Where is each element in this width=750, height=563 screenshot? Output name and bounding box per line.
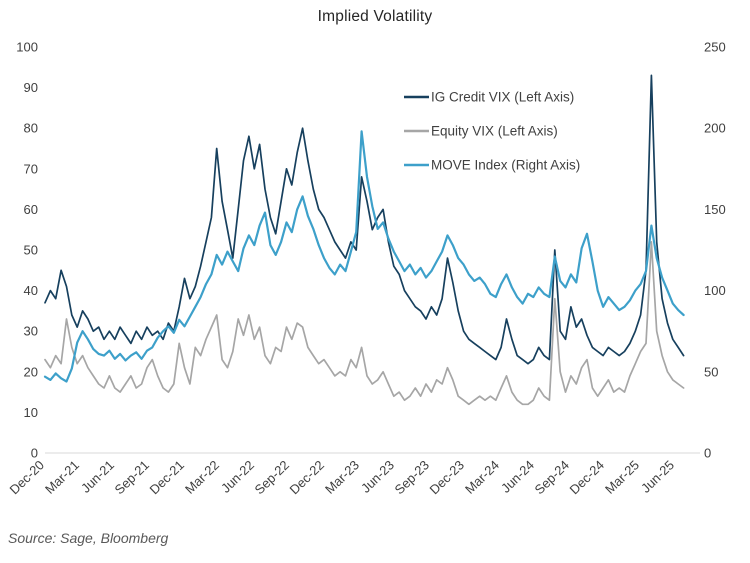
volatility-line-chart: IG Credit VIX (Left Axis) Equity VIX (Le… [7, 40, 726, 498]
x-axis-tick: Dec-20 [7, 457, 48, 497]
legend-item-move-index: MOVE Index (Right Axis) [404, 158, 580, 173]
x-axis-tick: Jun-24 [498, 457, 537, 495]
left-axis-tick-labels: 0 10 20 30 40 50 60 70 80 90 100 [16, 40, 38, 461]
x-axis-tick: Mar-22 [182, 457, 222, 496]
x-axis-tick: Dec-23 [427, 457, 468, 497]
x-axis-tick: Sep-23 [392, 457, 433, 497]
x-axis-tick: Mar-24 [462, 457, 502, 496]
left-axis-tick: 70 [24, 161, 38, 176]
right-axis-tick: 50 [704, 364, 718, 379]
series-line-equity-vix [44, 241, 685, 406]
x-axis-tick: Sep-22 [252, 457, 293, 497]
right-axis-tick: 200 [704, 121, 726, 136]
x-axis-tick: Mar-21 [42, 457, 82, 496]
left-axis-tick: 50 [24, 243, 38, 258]
x-axis-tick: Mar-23 [322, 457, 362, 496]
x-axis-tick: Sep-21 [112, 457, 153, 497]
source-note: Source: Sage, Bloomberg [8, 530, 169, 546]
legend-item-ig-credit-vix: IG Credit VIX (Left Axis) [404, 90, 574, 105]
x-axis-tick: Dec-24 [567, 457, 608, 497]
x-axis-tick: Jun-22 [218, 457, 257, 495]
x-axis-tick: Dec-22 [287, 457, 328, 497]
left-axis-tick: 10 [24, 405, 38, 420]
right-axis-tick-labels: 0 50 100 150 200 250 [704, 40, 726, 461]
right-axis-tick: 250 [704, 40, 726, 55]
left-axis-tick: 30 [24, 324, 38, 339]
series-line-move-index [43, 130, 685, 383]
legend-label-move-index: MOVE Index (Right Axis) [431, 158, 580, 173]
x-axis-tick: Mar-25 [602, 457, 642, 496]
x-axis-tick-labels: Dec-20Mar-21Jun-21Sep-21Dec-21Mar-22Jun-… [7, 457, 678, 497]
x-axis-tick: Jun-21 [78, 457, 117, 495]
x-axis-tick: Sep-24 [532, 457, 573, 497]
x-axis-tick: Dec-21 [147, 457, 188, 497]
left-axis-tick: 80 [24, 121, 38, 136]
left-axis-tick: 0 [31, 446, 38, 461]
left-axis-tick: 40 [24, 283, 38, 298]
left-axis-tick: 20 [24, 364, 38, 379]
series-line-ig-credit-vix [44, 74, 685, 365]
x-axis-tick: Jun-23 [358, 457, 397, 495]
legend-item-equity-vix: Equity VIX (Left Axis) [404, 124, 558, 139]
right-axis-tick: 150 [704, 202, 726, 217]
right-axis-tick: 0 [704, 446, 711, 461]
legend-label-ig-credit-vix: IG Credit VIX (Left Axis) [431, 90, 574, 105]
left-axis-tick: 60 [24, 202, 38, 217]
left-axis-tick: 100 [16, 40, 38, 55]
x-axis-tick: Jun-25 [638, 457, 677, 495]
chart-legend: IG Credit VIX (Left Axis) Equity VIX (Le… [404, 90, 580, 173]
left-axis-tick: 90 [24, 80, 38, 95]
legend-label-equity-vix: Equity VIX (Left Axis) [431, 124, 558, 139]
right-axis-tick: 100 [704, 283, 726, 298]
chart-title: Implied Volatility [317, 8, 433, 25]
